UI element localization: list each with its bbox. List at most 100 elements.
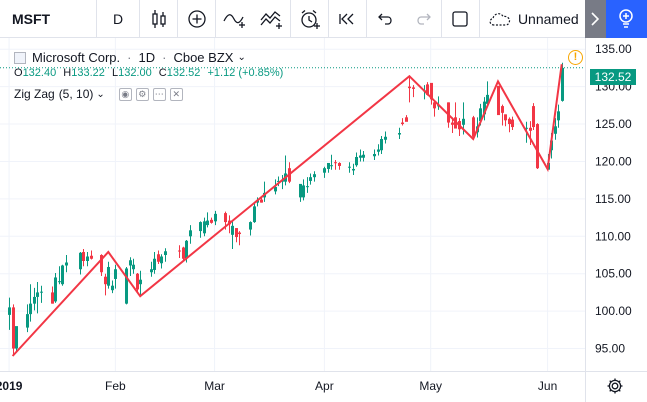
candle-body — [26, 314, 29, 328]
candle-body — [483, 101, 486, 115]
candle-body — [299, 183, 302, 198]
candle-body — [330, 165, 333, 167]
indicators-icon[interactable] — [253, 0, 290, 38]
last-price-label: 132.52 — [590, 69, 636, 85]
candle-body — [352, 168, 355, 171]
compare-icon[interactable] — [216, 0, 253, 38]
candle-body — [65, 262, 68, 266]
candle-body — [58, 281, 61, 283]
candle-body — [157, 254, 160, 262]
candle-body — [210, 219, 213, 223]
toolbar-divider — [290, 0, 292, 38]
symbol-logo-icon — [14, 51, 26, 64]
candle-body — [199, 222, 202, 232]
price-tick-label: 120.00 — [595, 154, 632, 168]
candle-body — [40, 291, 43, 293]
replay-icon[interactable] — [329, 0, 366, 38]
candle-body — [277, 180, 280, 182]
toolbar-divider — [95, 0, 97, 38]
chevron-down-icon[interactable]: ⌄ — [96, 88, 105, 100]
toolbar-divider — [366, 0, 368, 38]
candle-body — [15, 326, 18, 349]
candle-body — [511, 119, 514, 128]
more-icon[interactable]: ⋯ — [152, 87, 166, 101]
candle-body — [33, 296, 36, 304]
candle-body — [82, 252, 85, 261]
candle-body — [79, 252, 82, 270]
candle-body — [136, 273, 139, 290]
candle-body — [525, 127, 528, 129]
add-indicator-icon[interactable] — [178, 0, 215, 38]
chart-settings-icon[interactable] — [606, 377, 624, 395]
candle-body — [104, 276, 107, 285]
candle-body — [426, 84, 429, 95]
candle-body — [398, 133, 401, 135]
candle-body — [497, 85, 500, 116]
candle-body — [253, 206, 256, 223]
candle-body — [529, 127, 532, 131]
price-tick-label: 125.00 — [595, 117, 632, 131]
candle-body — [380, 139, 383, 151]
candle-body — [327, 162, 330, 169]
candle-body — [274, 186, 277, 192]
candle-body — [501, 106, 504, 113]
legend-title: Microsoft Corp. — [32, 50, 121, 65]
toolbar-more-button[interactable] — [584, 0, 607, 38]
chevron-down-icon[interactable]: ⌄ — [237, 52, 246, 63]
candle-body — [160, 256, 163, 264]
candle-body — [61, 265, 64, 285]
time-tick-label: Jun — [538, 379, 557, 393]
candle-body — [451, 122, 454, 125]
close-icon[interactable]: ✕ — [169, 87, 183, 101]
symbol-search[interactable]: MSFT — [12, 10, 51, 27]
candle-body — [206, 220, 209, 226]
price-chart[interactable]: 95.00 100.00 105.00 110.00 115.00 120.00 125.0… — [0, 38, 647, 402]
ohlc-low: 132.00 — [118, 67, 152, 79]
candle-body — [359, 155, 362, 158]
candle-body — [178, 250, 181, 252]
candle-body — [86, 256, 89, 261]
indicator-legend[interactable]: Zig Zag (5, 10) ⌄ ◉ ⚙ ⋯ ✕ — [14, 87, 183, 101]
alert-bulb-button[interactable] — [606, 0, 647, 38]
candle-body — [189, 230, 192, 237]
chart-legend[interactable]: Microsoft Corp. · 1D · Cboe BZX ⌄ — [14, 50, 246, 65]
bar-type-icon[interactable] — [140, 0, 177, 38]
candle-body — [309, 177, 312, 181]
ohlc-open: 132.40 — [22, 67, 57, 79]
price-tick-label: 100.00 — [595, 304, 632, 318]
candle-body — [536, 124, 539, 169]
settings-icon[interactable]: ⚙ — [135, 87, 149, 101]
toolbar-divider — [139, 0, 141, 38]
candle-body — [114, 269, 117, 279]
toolbar-divider — [441, 0, 442, 38]
candle-body — [472, 117, 475, 137]
toolbar-divider — [328, 0, 330, 38]
candle-body — [100, 255, 103, 273]
warning-icon[interactable]: ! — [568, 50, 583, 65]
candle-body — [111, 285, 114, 291]
redo-icon[interactable] — [404, 0, 441, 38]
toolbar-divider — [215, 0, 217, 38]
candle-body — [12, 307, 15, 349]
candle-body — [384, 136, 387, 140]
candle-body — [348, 166, 351, 168]
interval-button[interactable]: D — [113, 10, 124, 27]
indicator-params: (5, 10) — [58, 87, 94, 101]
price-tick-label: 110.00 — [595, 229, 631, 243]
candle-body — [302, 185, 305, 198]
fullscreen-icon[interactable] — [442, 0, 479, 38]
eye-icon[interactable]: ◉ — [118, 87, 132, 101]
undo-icon[interactable] — [367, 0, 404, 38]
price-tick-label: 115.00 — [595, 192, 631, 206]
candle-body — [203, 221, 206, 234]
candle-body — [260, 199, 263, 203]
candle-body — [107, 266, 110, 286]
price-axis-labels: 95.00 100.00 105.00 110.00 115.00 120.00 125.0… — [595, 42, 632, 355]
alert-icon[interactable] — [291, 0, 328, 38]
time-tick-label: Feb — [105, 379, 126, 393]
candle-body — [51, 292, 54, 304]
candle-body — [129, 260, 132, 266]
candle-body — [238, 232, 241, 235]
ohlc-high: 133.22 — [71, 67, 105, 79]
layout-name-button[interactable]: Unnamed — [480, 0, 585, 38]
